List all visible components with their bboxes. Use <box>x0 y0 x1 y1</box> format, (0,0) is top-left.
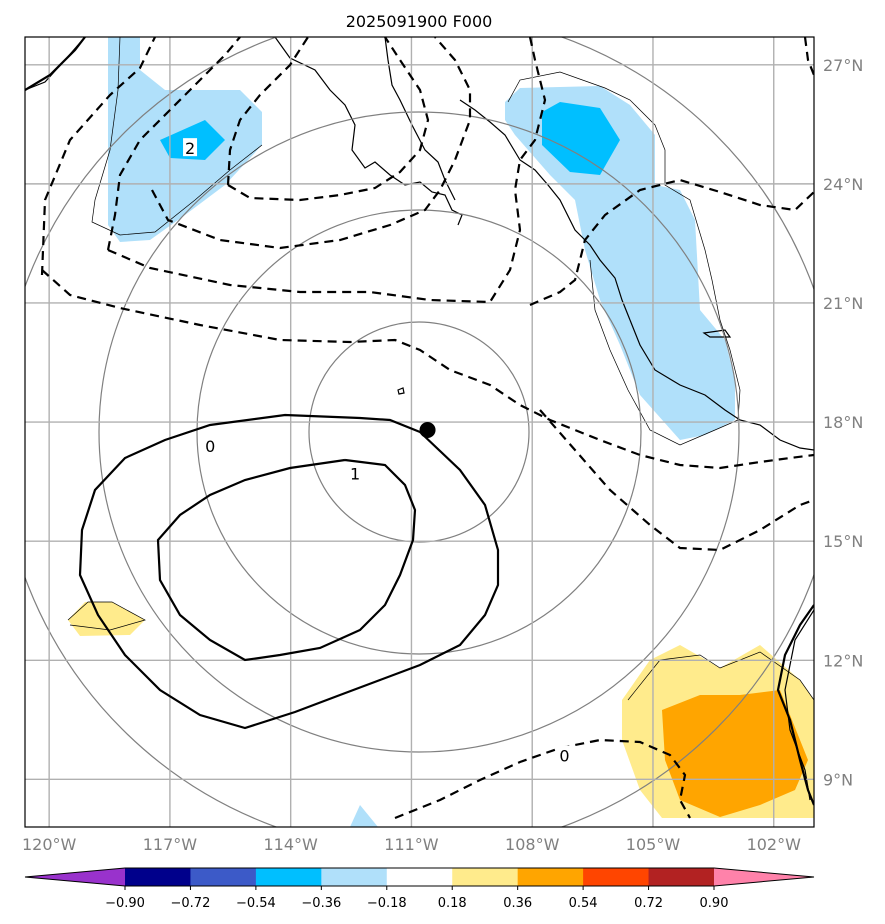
dashed-contour-5 <box>227 37 430 202</box>
range-ring-3 <box>98 111 740 753</box>
negative-anomaly-east <box>505 86 735 440</box>
lat-tick-label: 27°N <box>823 56 863 75</box>
tick-labels: 120°W 117°W 114°W 111°W 108°W 105°W 102°W 27°N 2… <box>22 56 863 854</box>
colorbar-label: 0.90 <box>700 896 729 911</box>
dashed-contour-6 <box>226 37 309 186</box>
outline-west-yellow <box>67 601 146 631</box>
solid-contour-2-sw <box>776 604 814 806</box>
lon-tick-label: 108°W <box>505 835 560 854</box>
lat-tick-label: 12°N <box>823 651 863 670</box>
range-ring-2 <box>196 209 642 655</box>
lat-tick-label: 9°N <box>823 770 853 789</box>
negative-core-east <box>542 102 620 175</box>
colorbar-extend-low <box>25 868 125 886</box>
colorbar: −0.90 −0.72 −0.54 −0.36 −0.18 0.18 0.36 0.54 0.7… <box>24 867 815 911</box>
contour-label: 0 <box>205 437 215 456</box>
coastline-mainland-gulf <box>459 99 631 321</box>
lat-tick-label: 18°N <box>823 413 863 432</box>
outline-west <box>91 37 263 236</box>
storm-center-marker <box>419 422 436 439</box>
colorbar-segment <box>583 868 650 886</box>
colorbar-label: −0.90 <box>105 896 145 911</box>
dashed-contour-10 <box>394 738 691 820</box>
solid-contour-1 <box>156 458 417 662</box>
lon-tick-label: 105°W <box>626 835 681 854</box>
colorbar-label: −0.54 <box>236 896 276 911</box>
dashed-contour-1 <box>40 37 156 276</box>
coastline-mainland-pacific <box>629 319 814 451</box>
colorbar-label: −0.36 <box>301 896 341 911</box>
outline-east <box>507 71 741 446</box>
colorbar-segment <box>517 868 584 886</box>
colorbar-label: 0.54 <box>569 896 598 911</box>
contour-label: 1 <box>350 465 360 484</box>
dashed-contour-3 <box>107 37 547 304</box>
colorbar-segment <box>648 868 715 886</box>
lat-tick-label: 24°N <box>823 175 863 194</box>
positive-core-southeast <box>662 690 808 817</box>
lon-tick-label: 117°W <box>143 835 198 854</box>
solid-contour-0 <box>78 413 500 730</box>
colorbar-segment <box>125 868 191 886</box>
dashed-contour-8 <box>529 178 814 307</box>
gridlines <box>25 37 814 827</box>
negative-contours <box>40 37 814 820</box>
dashed-contour-4 <box>151 37 472 250</box>
colorbar-label: 0.36 <box>503 896 532 911</box>
map-area: 0 1 2 0 <box>25 37 814 827</box>
colorbar-segment <box>386 868 453 886</box>
positive-contours <box>25 37 814 806</box>
colorbar-segment <box>255 868 322 886</box>
dashed-contour-7 <box>106 37 241 251</box>
lat-tick-label: 21°N <box>823 294 863 313</box>
negative-anomaly-south <box>350 805 378 827</box>
contour-labels: 0 1 2 0 <box>183 138 572 766</box>
dashed-contour-9 <box>539 409 814 552</box>
lat-tick-label: 15°N <box>823 532 863 551</box>
range-ring-1 <box>308 321 530 543</box>
contour-label-bg <box>348 463 363 482</box>
solid-contour-2-nw <box>25 37 86 91</box>
coastline-baja-pacific <box>274 37 463 226</box>
dashed-contour-11 <box>803 37 814 76</box>
contour-label-bg <box>183 138 198 157</box>
shaded-field <box>68 37 814 827</box>
map-title: 2025091900 F000 <box>346 12 493 31</box>
colorbar-segment <box>321 868 388 886</box>
lon-tick-label: 111°W <box>384 835 439 854</box>
lon-tick-label: 114°W <box>264 835 319 854</box>
colorbar-label: 0.18 <box>438 896 467 911</box>
colorbar-label: −0.18 <box>367 896 407 911</box>
colorbar-label: 0.72 <box>634 896 663 911</box>
contour-label: 2 <box>185 139 195 158</box>
coastline-central-america <box>784 609 814 801</box>
colorbar-segment <box>190 868 257 886</box>
lon-tick-label: 102°W <box>747 835 802 854</box>
colorbar-segment <box>452 868 519 886</box>
contour-label-bg <box>557 745 572 764</box>
contour-label-bg <box>203 435 218 454</box>
island-tres-marias <box>702 329 732 338</box>
map-frame <box>24 36 815 828</box>
range-rings <box>25 37 814 827</box>
island-socorro <box>397 387 405 395</box>
dashed-contour-2 <box>41 269 814 470</box>
colorbar-label: −0.72 <box>171 896 211 911</box>
lon-tick-label: 120°W <box>22 835 77 854</box>
colorbar-extend-high <box>714 868 814 886</box>
contour-label: 0 <box>559 747 569 766</box>
